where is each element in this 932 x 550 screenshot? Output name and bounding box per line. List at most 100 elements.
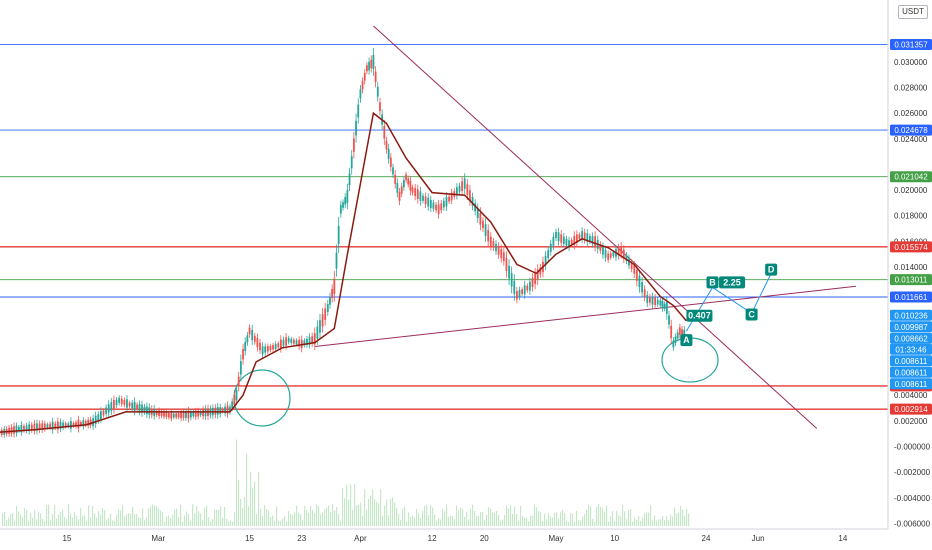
- volume-bar: [264, 505, 266, 526]
- volume-bar: [666, 516, 668, 526]
- candle-body: [370, 59, 373, 69]
- candle-body: [416, 189, 419, 199]
- volume-bar: [652, 520, 654, 526]
- candle-body: [661, 300, 664, 309]
- volume-bar: [92, 506, 94, 526]
- volume-bar: [424, 506, 426, 526]
- candle-body: [398, 192, 401, 201]
- candle-body: [463, 178, 466, 189]
- volume-bar: [676, 513, 678, 526]
- candle-body: [466, 184, 469, 195]
- candle-body: [329, 296, 331, 305]
- level-price-tag-label: 0.024678: [894, 126, 928, 135]
- volume-bar: [288, 511, 290, 526]
- volume-bar: [472, 504, 474, 526]
- volume-bar: [196, 506, 198, 526]
- candle-body: [544, 255, 547, 266]
- volume-bar: [662, 516, 664, 526]
- volume-bar: [402, 508, 404, 526]
- volume-bar: [450, 515, 452, 526]
- candle-body: [115, 399, 118, 406]
- volume-bar: [422, 510, 424, 526]
- volume-bar: [642, 517, 644, 526]
- volume-bar: [254, 481, 256, 526]
- x-tick-label: 10: [610, 534, 619, 543]
- candle-body: [625, 254, 628, 262]
- volume-bar: [216, 509, 218, 526]
- volume-bar: [554, 512, 556, 526]
- candle-body: [350, 156, 353, 169]
- volume-bar: [116, 514, 118, 526]
- price-tag: [890, 355, 932, 367]
- volume-bar: [484, 519, 486, 526]
- candle-body: [38, 423, 41, 430]
- candle-body: [79, 421, 82, 426]
- volume-bar: [32, 517, 34, 526]
- candle-body: [165, 412, 168, 417]
- volume-bar: [528, 521, 530, 526]
- candle-body: [242, 348, 244, 360]
- volume-bar: [644, 513, 646, 526]
- candle-body: [105, 407, 108, 414]
- volume-bar: [340, 520, 342, 526]
- volume-bar: [542, 521, 544, 526]
- candle-body: [361, 81, 364, 90]
- candle-body: [192, 412, 195, 417]
- candle-body: [56, 421, 59, 430]
- candle-body: [432, 202, 435, 209]
- y-tick-label: 0.014000: [894, 263, 928, 272]
- volume-bar: [106, 519, 108, 526]
- volume-bar: [162, 512, 164, 526]
- wave-label: A: [683, 335, 690, 345]
- candle-body: [602, 246, 604, 255]
- volume-bar: [624, 511, 626, 526]
- volume-bar: [318, 506, 320, 526]
- candle-body: [155, 410, 158, 415]
- volume-bar: [546, 519, 548, 526]
- candle-body: [565, 238, 568, 246]
- currency-label[interactable]: USDT: [898, 5, 928, 19]
- level-price-tag-label: 0.002914: [894, 405, 928, 414]
- candle-body: [622, 249, 625, 259]
- candle-body: [274, 343, 277, 350]
- candle-body: [224, 406, 227, 414]
- volume-bar: [174, 509, 176, 526]
- volume-bar: [610, 516, 612, 526]
- candle-body: [248, 327, 251, 335]
- volume-bar: [40, 513, 42, 526]
- volume-bar: [6, 519, 8, 526]
- volume-bar: [432, 507, 434, 526]
- x-tick-label: 12: [428, 534, 437, 543]
- candle-body: [59, 421, 62, 429]
- candle-body: [352, 138, 355, 152]
- candle-body: [136, 404, 138, 410]
- volume-bar: [468, 519, 470, 526]
- candle-body: [389, 157, 392, 167]
- level-price-tag: [890, 124, 932, 136]
- candle-body: [18, 427, 20, 432]
- volume-bar: [586, 509, 588, 526]
- volume-bar: [34, 509, 36, 526]
- candle-body: [681, 329, 683, 336]
- volume-bar: [636, 519, 638, 526]
- candle-body: [586, 233, 589, 242]
- volume-bar: [286, 521, 288, 526]
- volume-bar: [562, 510, 564, 526]
- candle-body: [23, 426, 25, 431]
- level-price-tag-label: 0.031357: [894, 40, 928, 49]
- volume-bar: [74, 512, 76, 526]
- volume-bar: [42, 518, 44, 526]
- candle-body: [311, 336, 314, 344]
- volume-bar: [446, 504, 448, 526]
- candle-body: [264, 346, 267, 353]
- candle-body: [484, 224, 487, 236]
- x-tick-label: Mar: [151, 534, 165, 543]
- volume-bar: [458, 510, 460, 526]
- wave-layer: A B C D 0.407 2.25: [680, 263, 778, 347]
- candle-body: [678, 327, 681, 335]
- volume-bar: [222, 517, 224, 526]
- volume-bar: [156, 506, 158, 526]
- volume-bar: [248, 506, 250, 526]
- wave-label: D: [768, 265, 775, 275]
